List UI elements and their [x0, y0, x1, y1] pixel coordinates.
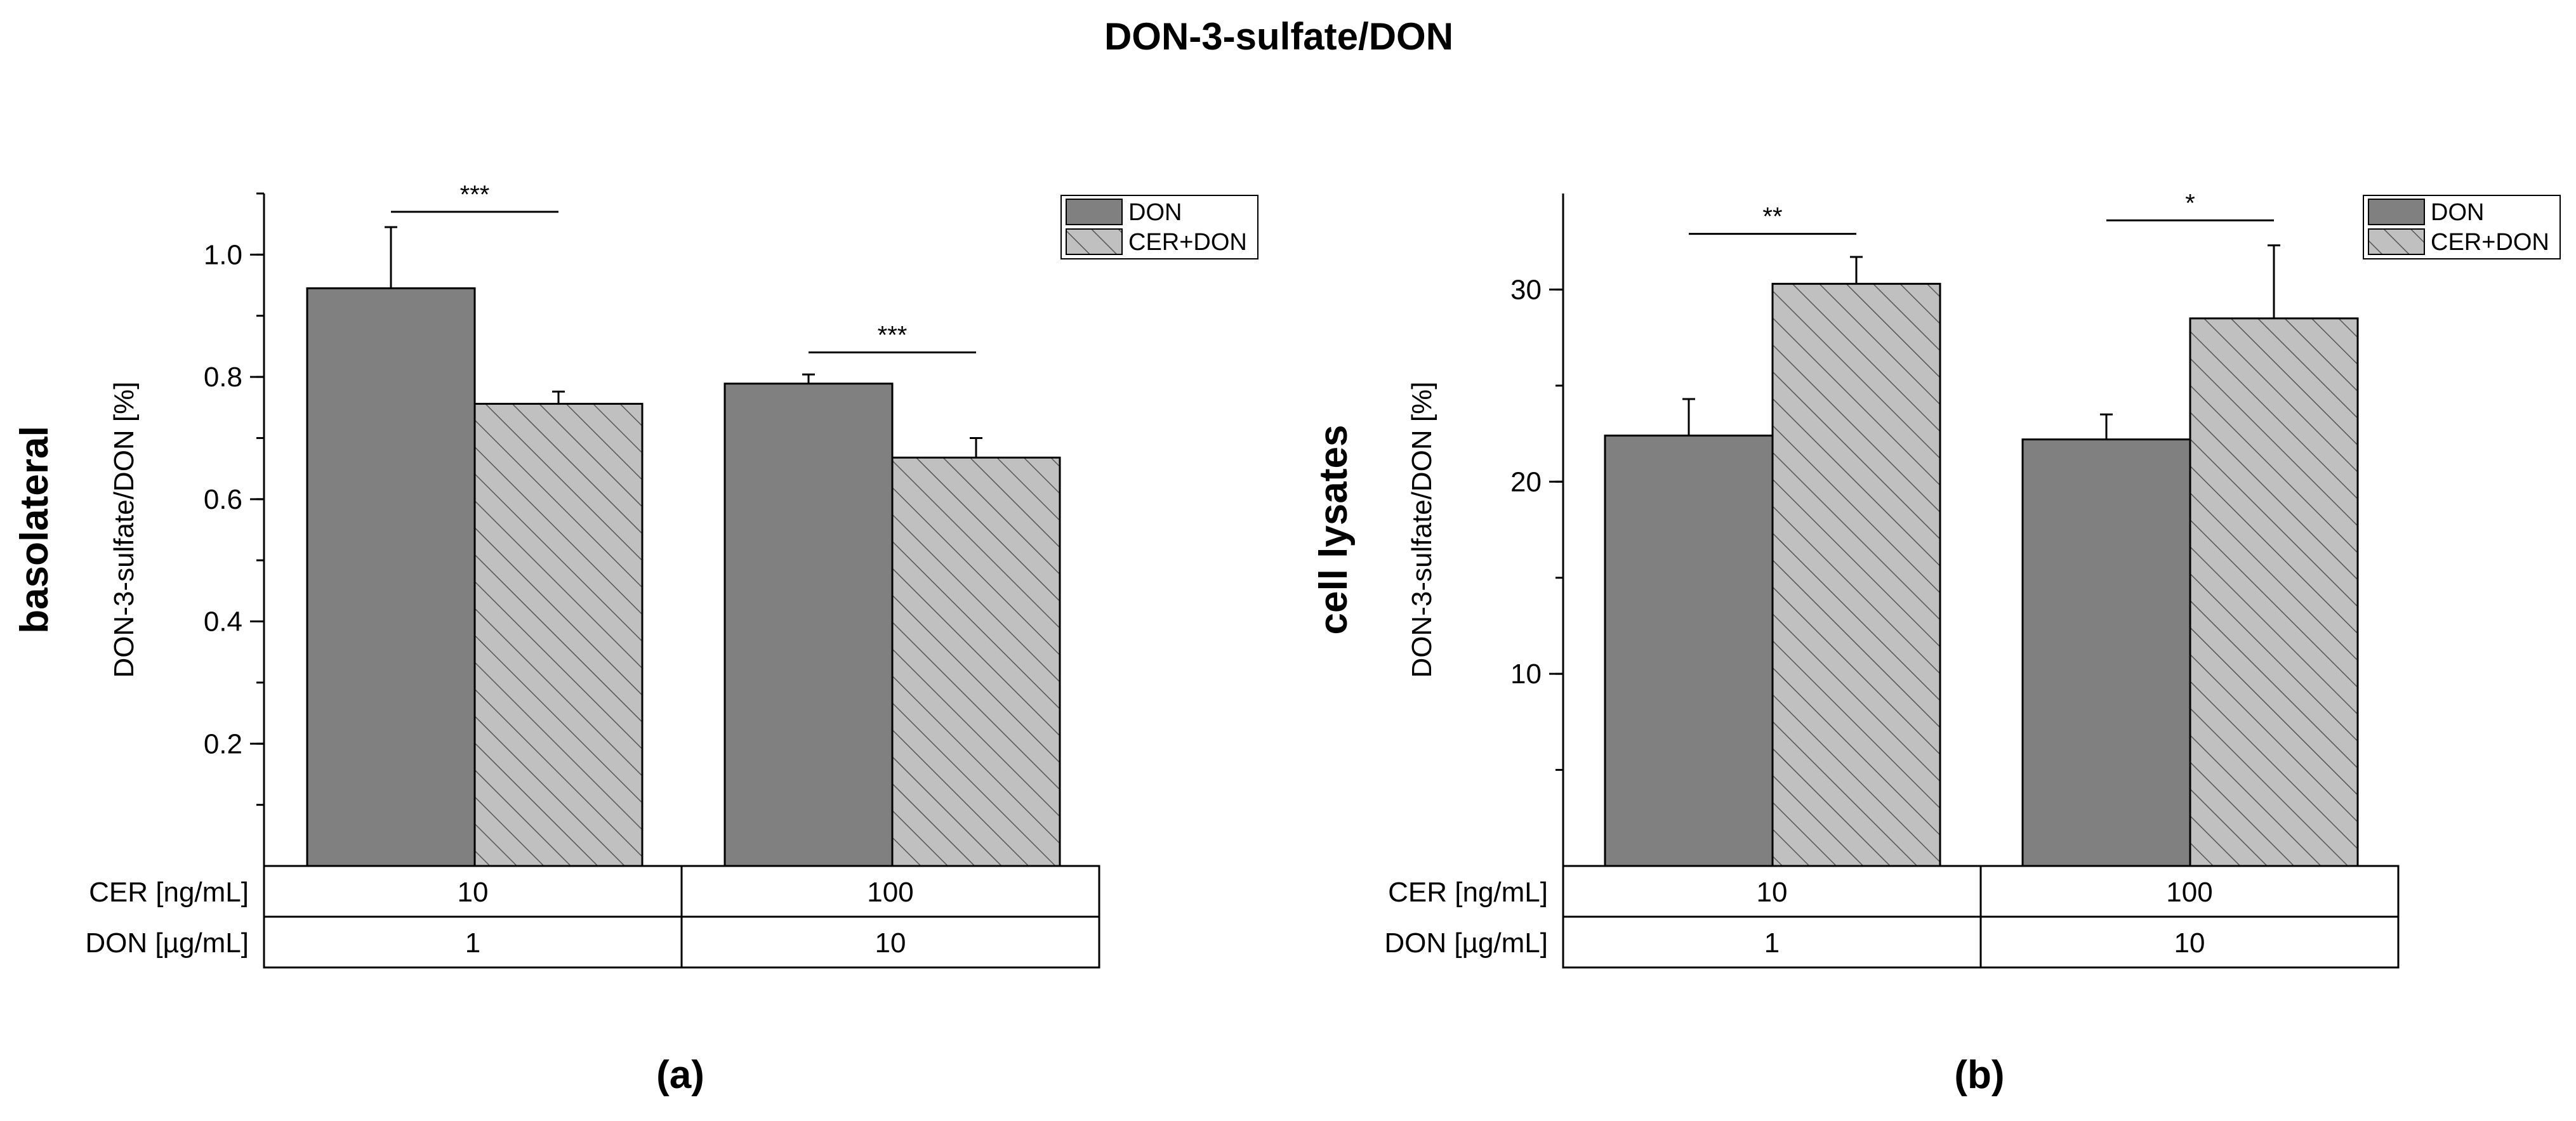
legend-entry: CER+DON [2431, 229, 2549, 256]
legend-swatch [1066, 199, 1123, 225]
table-row-label: CER [ng/mL] [89, 877, 249, 908]
panel-b: cell lysates DON-3-sulfate/DON [%] 10 20 30 *… [1312, 189, 2561, 1097]
significance-label: *** [878, 322, 908, 350]
row-title: basolateral [13, 426, 56, 633]
table-cell: 1 [1764, 928, 1780, 959]
panel-a: basolateral DON-3-sulfate/DON [%] 0.2 0.4 0.… [13, 181, 1258, 1097]
y-tick-label: 0.6 [204, 484, 242, 515]
significance-label: * [2185, 189, 2195, 217]
table-cell: 10 [2174, 928, 2205, 959]
significance-label: ** [1762, 203, 1782, 231]
bar-cer-don [891, 456, 1061, 867]
table-row-label: CER [ng/mL] [1388, 877, 1548, 908]
row-title: cell lysates [1312, 425, 1356, 635]
bar-cer-don [1771, 282, 1941, 867]
table-row-label: DON [µg/mL] [1384, 928, 1548, 959]
bar-don [1604, 435, 1774, 867]
table-cell: 10 [875, 928, 906, 959]
y-tick-label: 0.8 [204, 362, 242, 393]
table-cell: 10 [458, 877, 489, 908]
y-axis-label: DON-3-sulfate/DON [%] [109, 382, 140, 678]
figure-title: DON-3-sulfate/DON [1104, 15, 1453, 58]
panel-label: (b) [1954, 1053, 2004, 1097]
bar-cer-don [2189, 317, 2359, 867]
legend-swatch [1066, 228, 1123, 255]
table-cell: 10 [1757, 877, 1788, 908]
y-tick-label: 1.0 [204, 239, 242, 270]
panel-label: (a) [656, 1053, 704, 1097]
legend-swatch [2368, 199, 2425, 225]
table-cell: 1 [465, 928, 480, 959]
legend-swatch [2368, 228, 2425, 255]
bar-cer-don [473, 402, 644, 867]
legend-entry: DON [1128, 199, 1182, 226]
legend-entry: CER+DON [1128, 229, 1247, 256]
bar-don [723, 383, 894, 867]
y-tick-label: 20 [1510, 466, 1542, 497]
table-cell: 100 [2166, 877, 2212, 908]
y-tick-label: 0.2 [204, 728, 242, 759]
significance-label: *** [460, 181, 490, 209]
y-axis-label: DON-3-sulfate/DON [%] [1406, 382, 1437, 678]
y-tick-label: 0.4 [204, 606, 242, 638]
y-tick-label: 30 [1510, 274, 1542, 305]
table-cell: 100 [867, 877, 913, 908]
y-tick-label: 10 [1510, 659, 1542, 690]
bar-don [306, 287, 476, 867]
legend-entry: DON [2431, 199, 2484, 226]
bar-don [2021, 438, 2191, 867]
table-row-label: DON [µg/mL] [85, 928, 249, 959]
